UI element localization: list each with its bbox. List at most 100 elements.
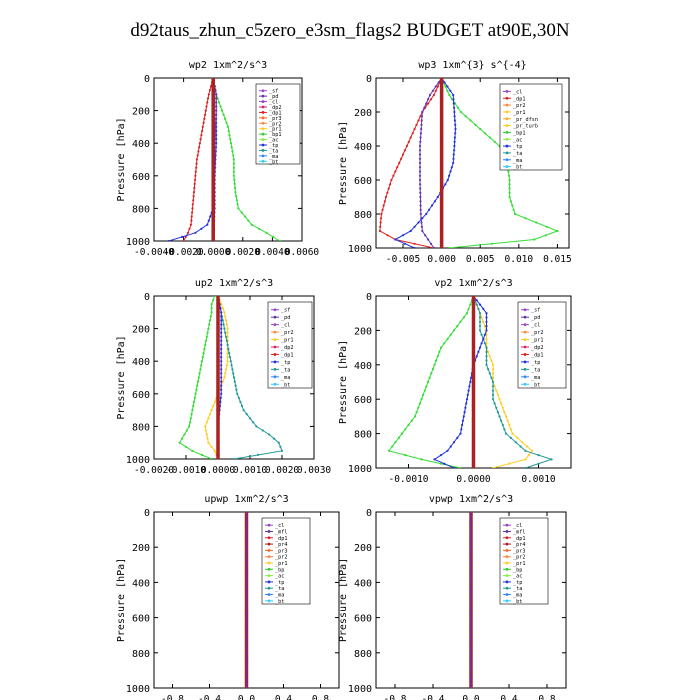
series-point [485, 350, 488, 353]
series-point [207, 441, 210, 444]
series-point [475, 303, 478, 306]
legend-entry: _dp1 [275, 536, 288, 542]
series-point [207, 417, 210, 420]
series-point [471, 466, 476, 468]
series-point [245, 585, 248, 588]
series-point [243, 215, 247, 218]
legend-entry: _bp [275, 567, 284, 573]
series-point [220, 356, 223, 359]
series-point [180, 437, 184, 440]
legend-entry: _dp1 [281, 352, 294, 358]
series-point [500, 402, 503, 405]
series-point [220, 303, 223, 306]
series-point [221, 307, 224, 310]
series-point [207, 93, 210, 96]
series-point [193, 182, 196, 185]
series-point [495, 406, 498, 409]
series-point [223, 311, 226, 314]
series-point [478, 303, 482, 306]
legend-entry: _tp [275, 580, 284, 586]
series-point [483, 342, 486, 345]
legend-marker [273, 375, 277, 379]
series-point [459, 432, 462, 435]
series-point [469, 642, 473, 646]
series-point [479, 127, 482, 131]
legend-marker [523, 367, 527, 371]
y-tick-label: 1000 [126, 684, 150, 695]
series-point [490, 376, 493, 379]
series-line-dp1 [419, 78, 443, 248]
legend-marker [523, 375, 527, 379]
series-point [185, 429, 188, 432]
series-point [420, 127, 423, 131]
series-point [192, 404, 195, 408]
series-point [379, 217, 383, 220]
legend-entry: _pr1 [513, 561, 526, 567]
series-point [245, 532, 248, 536]
series-point [421, 110, 424, 114]
legend-entry: _bt [513, 165, 522, 171]
series-point [550, 458, 553, 461]
y-tick-label: 800 [132, 649, 150, 660]
series-point [232, 174, 235, 177]
legend-entry: _sf [269, 89, 278, 95]
series-point [433, 458, 436, 461]
series-point [400, 432, 404, 435]
series-point [452, 102, 455, 105]
series-point [477, 350, 480, 353]
series-point [378, 229, 381, 233]
series-point [469, 554, 473, 558]
series-point [194, 170, 197, 173]
series-point [449, 445, 452, 448]
series-point [219, 396, 222, 399]
legend-marker [273, 308, 277, 312]
series-point [469, 673, 473, 676]
series-point [413, 242, 416, 245]
series-point [247, 219, 250, 222]
plot-frame [153, 77, 303, 242]
series-point [490, 359, 493, 362]
series-point [245, 572, 248, 575]
legend-marker [505, 593, 509, 596]
legend-marker [267, 561, 271, 565]
series-point [498, 415, 501, 418]
legend-entry: _bp1 [513, 130, 526, 136]
series-point [245, 669, 248, 672]
series-point [415, 123, 418, 126]
series-point [461, 423, 464, 427]
series-point [205, 421, 208, 424]
series-point [508, 195, 511, 199]
series-point [224, 335, 228, 338]
series-point [469, 612, 473, 615]
legend-entry: _pr2 [513, 555, 526, 561]
series-point [386, 191, 389, 194]
series-point [452, 161, 455, 165]
series-point [224, 331, 227, 334]
series-point [215, 101, 218, 104]
series-point [469, 380, 472, 384]
series-point [190, 219, 193, 222]
series-point [225, 339, 228, 342]
series-point [420, 221, 423, 224]
series-point [504, 415, 508, 418]
y-tick-label: 200 [354, 108, 372, 119]
legend-entry: _tp [531, 360, 540, 366]
series-point [220, 319, 223, 322]
legend-marker [273, 353, 277, 356]
series-point [425, 385, 428, 388]
series-point [205, 433, 208, 436]
series-point [204, 113, 207, 116]
chart-4: vp2 1xm^2/s^3 0 200 400 600 800 1000 -0.0010 0.0… [338, 278, 572, 485]
series-point [419, 183, 422, 186]
series-point [478, 346, 482, 349]
series-point [485, 355, 488, 358]
series-point [419, 132, 422, 135]
series-point [465, 398, 469, 401]
legend-entry: _mfl [275, 529, 288, 535]
legend: _sf_pd _cl_pr2 _pr1_dp2_dp1 _tp_ta _ma_bt [267, 301, 313, 389]
series-point [245, 647, 248, 650]
legend-entry: _ma [513, 593, 522, 599]
series-point [439, 346, 443, 349]
series-point [207, 327, 210, 330]
series-point [485, 320, 488, 323]
